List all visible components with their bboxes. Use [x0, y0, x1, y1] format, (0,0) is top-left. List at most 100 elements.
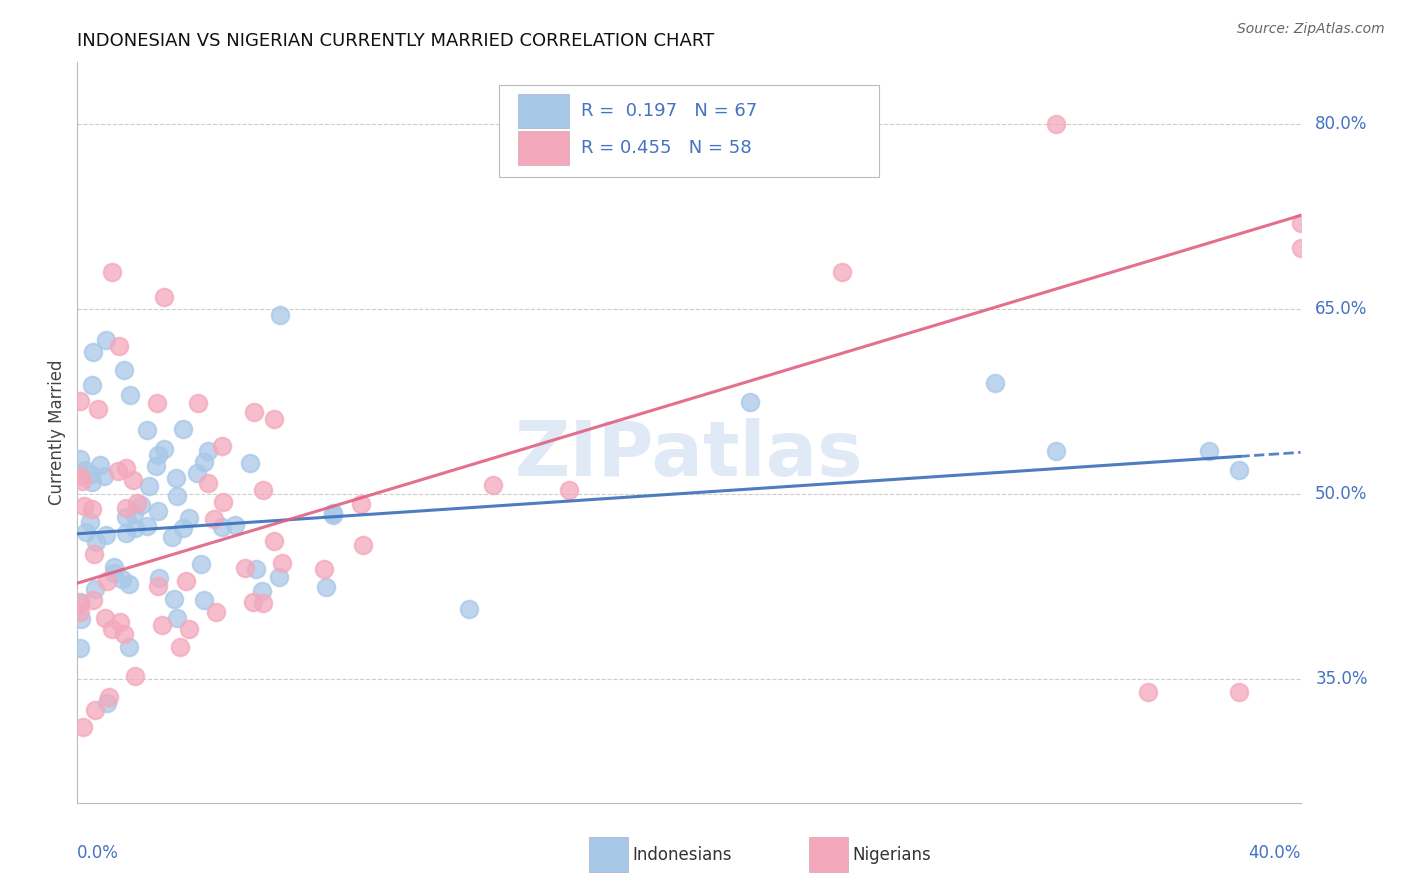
Point [127, 496, 149, 510]
Point [112, 626, 135, 640]
Text: 35.0%: 35.0% [1315, 671, 1368, 689]
Point [84, 535, 107, 549]
Point [315, 580, 337, 594]
Point [193, 593, 215, 607]
Point [150, 617, 173, 632]
Point [267, 570, 290, 584]
Point [243, 405, 266, 419]
Point [322, 506, 344, 520]
Point [82, 345, 104, 359]
Point [984, 376, 1007, 391]
Point [146, 395, 169, 409]
Point [101, 622, 124, 636]
Point [252, 584, 274, 599]
Point [166, 611, 188, 625]
Point [115, 461, 138, 475]
Point [138, 479, 160, 493]
Text: 40.0%: 40.0% [1249, 844, 1301, 862]
Point [112, 363, 135, 377]
Point [211, 495, 233, 509]
Point [118, 577, 141, 591]
Text: 50.0%: 50.0% [1315, 485, 1368, 503]
Point [172, 422, 194, 436]
Point [252, 596, 274, 610]
Point [1289, 216, 1312, 230]
Point [166, 489, 188, 503]
Point [153, 290, 176, 304]
Point [120, 388, 142, 402]
Point [1229, 685, 1251, 699]
Point [121, 473, 143, 487]
Point [205, 606, 228, 620]
Point [135, 518, 157, 533]
Point [163, 591, 186, 606]
Point [69, 595, 91, 609]
Point [211, 439, 233, 453]
Point [124, 507, 146, 521]
Point [263, 534, 285, 549]
Point [172, 521, 194, 535]
Point [148, 503, 170, 517]
Point [72, 474, 94, 488]
Point [202, 512, 225, 526]
Point [96, 696, 118, 710]
Point [263, 412, 285, 426]
Point [211, 520, 233, 534]
Point [100, 265, 122, 279]
Point [69, 468, 91, 483]
Point [179, 622, 201, 636]
Point [146, 579, 169, 593]
Point [69, 605, 91, 619]
Point [269, 309, 291, 323]
FancyBboxPatch shape [499, 85, 879, 178]
Point [94, 611, 117, 625]
Point [152, 442, 174, 456]
Point [197, 444, 219, 458]
Point [124, 521, 146, 535]
Point [80, 467, 103, 481]
Point [190, 557, 212, 571]
Point [148, 448, 170, 462]
Point [245, 562, 267, 576]
FancyBboxPatch shape [589, 837, 627, 872]
Point [97, 690, 120, 704]
Y-axis label: Currently Married: Currently Married [48, 359, 66, 506]
Point [1045, 444, 1067, 458]
Point [124, 669, 146, 683]
Point [1198, 444, 1220, 458]
Text: Source: ZipAtlas.com: Source: ZipAtlas.com [1237, 22, 1385, 37]
Point [70, 612, 93, 626]
Point [69, 394, 91, 409]
Point [252, 483, 274, 498]
Point [481, 478, 503, 492]
Text: R = 0.455   N = 58: R = 0.455 N = 58 [581, 138, 752, 157]
Text: R =  0.197   N = 67: R = 0.197 N = 67 [581, 102, 758, 120]
Point [197, 476, 219, 491]
Text: 80.0%: 80.0% [1315, 115, 1368, 133]
Point [84, 703, 107, 717]
Point [186, 466, 208, 480]
Point [110, 615, 132, 630]
Point [72, 720, 94, 734]
Point [83, 582, 105, 596]
Point [86, 401, 108, 416]
Point [322, 508, 344, 522]
Point [224, 518, 246, 533]
Point [107, 465, 129, 479]
Point [239, 456, 262, 470]
Point [69, 452, 91, 467]
Point [187, 396, 209, 410]
Point [115, 500, 138, 515]
Text: 0.0%: 0.0% [77, 844, 120, 862]
Point [740, 394, 762, 409]
Point [114, 510, 136, 524]
Point [1289, 240, 1312, 255]
Point [271, 557, 294, 571]
Point [179, 511, 201, 525]
Point [73, 499, 96, 513]
Point [312, 561, 335, 575]
Point [165, 471, 187, 485]
Point [82, 593, 104, 607]
Point [82, 377, 104, 392]
Point [352, 538, 374, 552]
